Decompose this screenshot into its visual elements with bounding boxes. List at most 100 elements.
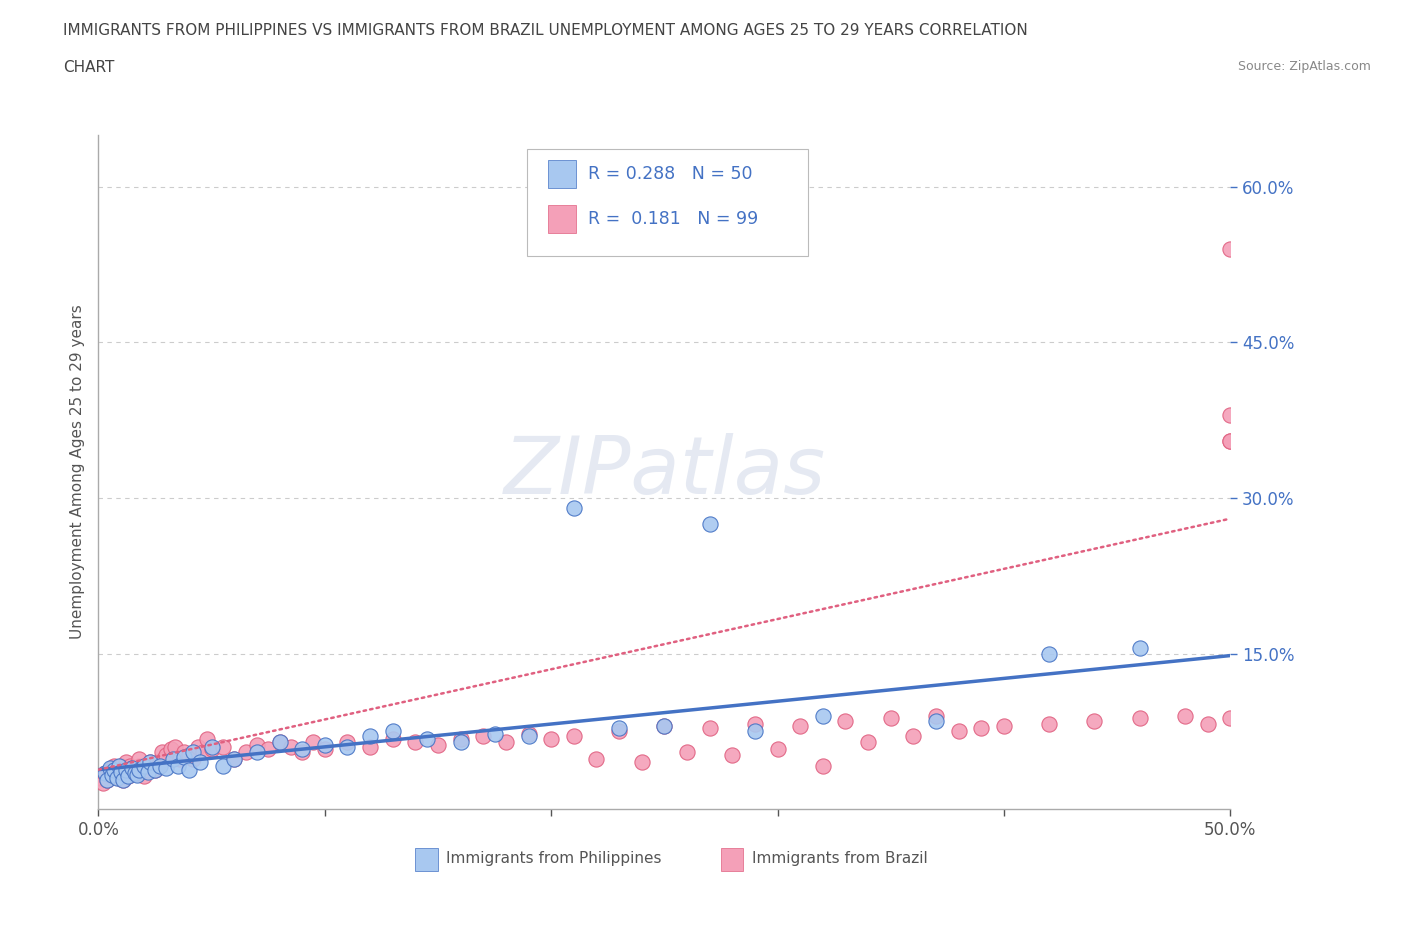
Point	[143, 763, 166, 777]
Point	[112, 773, 135, 788]
Text: R = 0.288   N = 50: R = 0.288 N = 50	[588, 165, 752, 183]
Point	[114, 763, 136, 777]
Point	[427, 737, 450, 752]
Point	[607, 721, 630, 736]
Point	[676, 745, 699, 760]
Point	[143, 763, 166, 777]
Point	[925, 709, 948, 724]
Point	[517, 729, 540, 744]
Point	[1129, 641, 1152, 656]
Point	[766, 741, 789, 756]
Point	[280, 739, 302, 754]
Point	[970, 721, 993, 736]
Point	[1219, 407, 1241, 422]
Point	[135, 758, 157, 773]
Point	[101, 760, 124, 775]
Point	[96, 773, 118, 788]
Point	[246, 737, 269, 752]
Point	[607, 724, 630, 738]
Point	[110, 758, 132, 773]
Point	[114, 755, 136, 770]
Point	[155, 760, 177, 775]
Point	[162, 751, 184, 766]
Point	[173, 750, 195, 764]
Point	[450, 735, 472, 750]
Point	[132, 760, 155, 775]
Point	[150, 745, 173, 760]
Point	[142, 758, 165, 773]
Point	[212, 739, 235, 754]
Point	[1174, 709, 1197, 724]
Point	[90, 771, 112, 786]
Point	[132, 768, 155, 783]
Point	[269, 735, 291, 750]
Point	[562, 501, 585, 516]
Text: Source: ZipAtlas.com: Source: ZipAtlas.com	[1237, 60, 1371, 73]
Y-axis label: Unemployment Among Ages 25 to 29 years: Unemployment Among Ages 25 to 29 years	[69, 305, 84, 639]
Point	[302, 735, 325, 750]
Point	[177, 763, 200, 777]
Point	[993, 719, 1015, 734]
Point	[148, 754, 170, 769]
Point	[177, 748, 200, 763]
Point	[811, 758, 834, 773]
Point	[562, 729, 585, 744]
Point	[484, 727, 506, 742]
Point	[187, 739, 209, 754]
Point	[652, 719, 676, 734]
Point	[128, 763, 150, 777]
Text: R =  0.181   N = 99: R = 0.181 N = 99	[588, 209, 758, 228]
Point	[91, 776, 114, 790]
Point	[121, 764, 143, 779]
Point	[224, 751, 246, 766]
Point	[789, 719, 811, 734]
Point	[125, 765, 148, 780]
Point	[257, 741, 280, 756]
Point	[110, 765, 132, 780]
Point	[381, 724, 404, 738]
Point	[224, 751, 246, 766]
Point	[94, 765, 117, 780]
Point	[450, 731, 472, 746]
Point	[183, 745, 205, 760]
Point	[1219, 433, 1241, 448]
Point	[165, 739, 187, 754]
Point	[124, 763, 146, 777]
Point	[155, 748, 177, 763]
Point	[107, 771, 129, 786]
Point	[173, 745, 195, 760]
Point	[381, 731, 404, 746]
Point	[1129, 711, 1152, 725]
Point	[136, 764, 159, 779]
Point	[136, 763, 159, 777]
Point	[235, 745, 257, 760]
Point	[652, 719, 676, 734]
Point	[128, 758, 150, 773]
Point	[903, 729, 925, 744]
Point	[517, 727, 540, 742]
Point	[314, 737, 336, 752]
Point	[495, 735, 517, 750]
Point	[120, 758, 142, 773]
Point	[188, 755, 211, 770]
Point	[336, 735, 359, 750]
Point	[110, 764, 132, 779]
Point	[948, 724, 970, 738]
Point	[191, 745, 214, 760]
Point	[103, 763, 125, 777]
Point	[105, 764, 128, 779]
Point	[94, 765, 117, 780]
Point	[1219, 242, 1241, 257]
Point	[699, 721, 721, 736]
Point	[139, 755, 162, 770]
Point	[1083, 713, 1105, 728]
Point	[160, 741, 183, 756]
Point	[1038, 717, 1060, 732]
Point	[101, 767, 124, 782]
Point	[415, 731, 437, 746]
Point	[96, 773, 118, 788]
Point	[1219, 711, 1241, 725]
Point	[359, 729, 381, 744]
Point	[128, 751, 150, 766]
Point	[856, 735, 879, 750]
